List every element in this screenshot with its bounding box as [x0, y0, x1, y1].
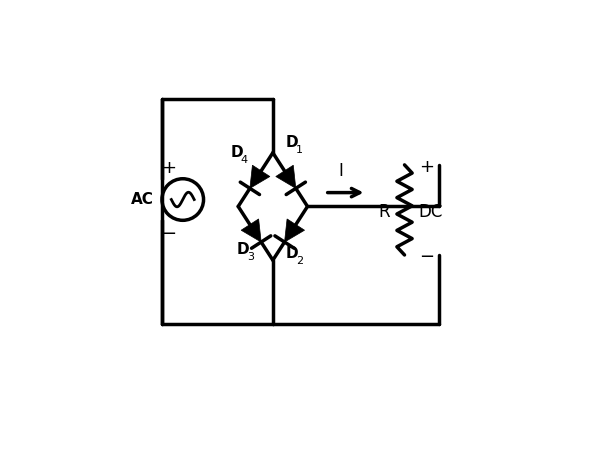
Polygon shape [284, 219, 305, 242]
Text: 4: 4 [241, 155, 248, 166]
Text: −: − [419, 248, 434, 266]
Text: 3: 3 [248, 252, 254, 262]
Text: +: + [161, 159, 176, 177]
Polygon shape [241, 219, 261, 242]
Polygon shape [250, 165, 270, 189]
Text: I: I [338, 162, 343, 180]
Text: 1: 1 [296, 145, 303, 155]
Text: R: R [378, 202, 389, 220]
Polygon shape [276, 165, 296, 189]
Text: D: D [286, 135, 298, 150]
Text: 2: 2 [296, 256, 303, 266]
Text: +: + [419, 158, 434, 176]
Text: DC: DC [418, 202, 443, 220]
Text: D: D [230, 145, 243, 160]
Text: AC: AC [130, 192, 154, 207]
Text: D: D [237, 242, 250, 257]
Text: −: − [161, 225, 176, 243]
Text: D: D [286, 246, 298, 261]
